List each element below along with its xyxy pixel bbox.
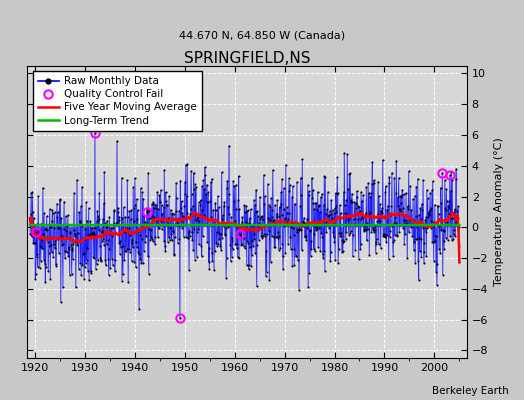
Text: Berkeley Earth: Berkeley Earth	[432, 386, 508, 396]
Text: 44.670 N, 64.850 W (Canada): 44.670 N, 64.850 W (Canada)	[179, 30, 345, 40]
Y-axis label: Temperature Anomaly (°C): Temperature Anomaly (°C)	[494, 138, 504, 286]
Title: SPRINGFIELD,NS: SPRINGFIELD,NS	[184, 51, 310, 66]
Legend: Raw Monthly Data, Quality Control Fail, Five Year Moving Average, Long-Term Tren: Raw Monthly Data, Quality Control Fail, …	[32, 71, 202, 131]
